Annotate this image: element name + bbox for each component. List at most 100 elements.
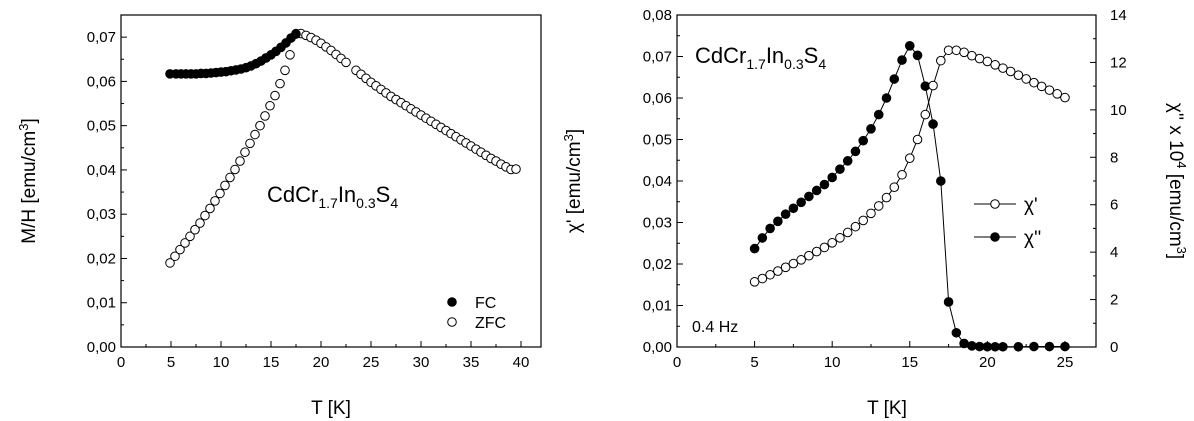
- zfc-point: [341, 57, 351, 68]
- left-legend: FC ZFC: [447, 295, 506, 332]
- chi1-point: [897, 169, 907, 180]
- zfc-point: [511, 164, 521, 174]
- right-y2-tick-label: 8: [1110, 149, 1118, 166]
- left-x-tick-label: 35: [463, 354, 480, 371]
- chi2-point: [827, 172, 837, 183]
- left-y-tick-label: 0,07: [87, 29, 116, 46]
- chi2-point: [951, 327, 962, 338]
- zfc-point: [270, 90, 280, 101]
- chi2-point: [765, 223, 775, 234]
- frequency-label: 0.4 Hz: [692, 319, 738, 336]
- chi1-point: [1052, 89, 1063, 99]
- left-y-tick-label: 0,02: [87, 250, 116, 267]
- legend-chi1-marker: [990, 199, 1000, 209]
- zfc-point: [210, 196, 220, 206]
- right-x-tick-label: 0: [673, 354, 681, 371]
- chi1-point: [827, 238, 837, 248]
- left-y-tick-label: 0,04: [87, 162, 116, 179]
- chi1-point: [804, 250, 814, 261]
- right-y2-tick-label: 2: [1110, 292, 1118, 309]
- chi1-point: [1021, 74, 1031, 84]
- chi1-point: [904, 153, 915, 163]
- chi2-point: [757, 233, 768, 243]
- right-x-tick-label: 5: [750, 354, 758, 371]
- right-y-tick-label: 0,04: [643, 173, 672, 190]
- legend-fc-marker: [447, 297, 457, 307]
- chi2-point: [889, 74, 900, 84]
- left-x-tick-label: 0: [117, 354, 125, 371]
- zfc-point: [215, 188, 225, 199]
- right-x-tick-label: 20: [979, 354, 996, 371]
- chi2-point: [819, 179, 830, 190]
- zfc-point: [250, 129, 260, 140]
- chi2-point: [1013, 341, 1024, 352]
- chi2-series-line: [754, 44, 1065, 348]
- chi2-point: [1029, 341, 1039, 352]
- left-x-tick-label: 30: [413, 354, 430, 371]
- chi2-point: [804, 191, 814, 202]
- left-x-tick-label: 20: [313, 354, 330, 371]
- chi1-point: [819, 242, 830, 253]
- chi2-point: [1060, 341, 1070, 352]
- chi1-point: [873, 201, 884, 211]
- chart-left-panel: 0 5 10 15 20 25 30 35 40 0,00 0,01 0,02 0,03 0,04 0,0…: [16, 14, 542, 419]
- legend-chi1-label: χ': [1024, 195, 1038, 216]
- chi2-point: [749, 243, 760, 254]
- left-plot-frame: [120, 14, 542, 348]
- right-y-tick-label: 0,00: [643, 339, 672, 356]
- chi2-point: [873, 109, 884, 120]
- chi2-point: [842, 156, 853, 166]
- legend-fc-label: FC: [475, 295, 496, 312]
- chi1-point: [928, 80, 938, 91]
- zfc-point: [225, 172, 235, 183]
- left-y-tick-label: 0,03: [87, 206, 116, 223]
- chi1-point: [1044, 85, 1055, 95]
- chi1-point: [796, 255, 806, 265]
- chi1-point: [780, 262, 791, 273]
- chart-right-panel: 0 5 10 15 20 25 0,000,010,020,030,040,050,060…: [561, 7, 1190, 419]
- right-x-tick-label: 10: [824, 354, 841, 371]
- right-compound-annotation: CdCr1.7In0.3S4: [695, 43, 826, 72]
- right-y-tick-label: 0,02: [643, 256, 672, 273]
- chi1-point: [835, 233, 845, 243]
- zfc-point: [240, 147, 250, 158]
- right-y2-tick-label: 12: [1110, 54, 1127, 71]
- zfc-point: [165, 258, 175, 268]
- right-y2-tick-label: 14: [1110, 7, 1127, 24]
- right-y2-axis-label: χ'' x 104 [emu/cm3]: [1165, 103, 1190, 259]
- chi1-point: [881, 192, 892, 203]
- chi2-point: [835, 164, 845, 174]
- chi1-series-line: [754, 49, 1066, 283]
- right-y2-tick-label: 6: [1110, 197, 1118, 214]
- chi1-point: [788, 258, 799, 269]
- zfc-point: [275, 78, 285, 89]
- chi1-point: [866, 208, 876, 219]
- right-y2-tick-label: 0: [1110, 339, 1118, 356]
- zfc-point: [190, 224, 200, 235]
- left-y-tick-label: 0,06: [87, 73, 116, 90]
- right-x-tick-label: 25: [1057, 354, 1074, 371]
- zfc-point: [255, 120, 265, 131]
- left-y-tick-label: 0,01: [87, 295, 116, 312]
- chi2-point: [928, 119, 938, 129]
- chi2-point: [850, 146, 861, 157]
- chi2-point: [788, 203, 799, 214]
- chi1-point: [1036, 81, 1047, 92]
- zfc-point: [205, 203, 215, 214]
- zfc-point: [175, 244, 185, 255]
- right-y-tick-label: 0,08: [643, 7, 672, 24]
- left-y-axis-label: M/H [emu/cm3]: [16, 118, 41, 243]
- zfc-point: [195, 218, 205, 228]
- right-y-tick-label: 0,06: [643, 90, 672, 107]
- chi2-point: [1044, 341, 1055, 352]
- chi1-point: [1013, 70, 1024, 80]
- left-x-axis-label: T [K]: [311, 398, 351, 419]
- left-x-tick-label: 25: [363, 354, 380, 371]
- zfc-point: [280, 65, 290, 76]
- chi2-point: [936, 176, 946, 186]
- chi1-point: [912, 134, 923, 145]
- chi1-point: [889, 182, 900, 193]
- right-y-tick-label: 0,05: [643, 132, 672, 149]
- zfc-point: [235, 156, 245, 166]
